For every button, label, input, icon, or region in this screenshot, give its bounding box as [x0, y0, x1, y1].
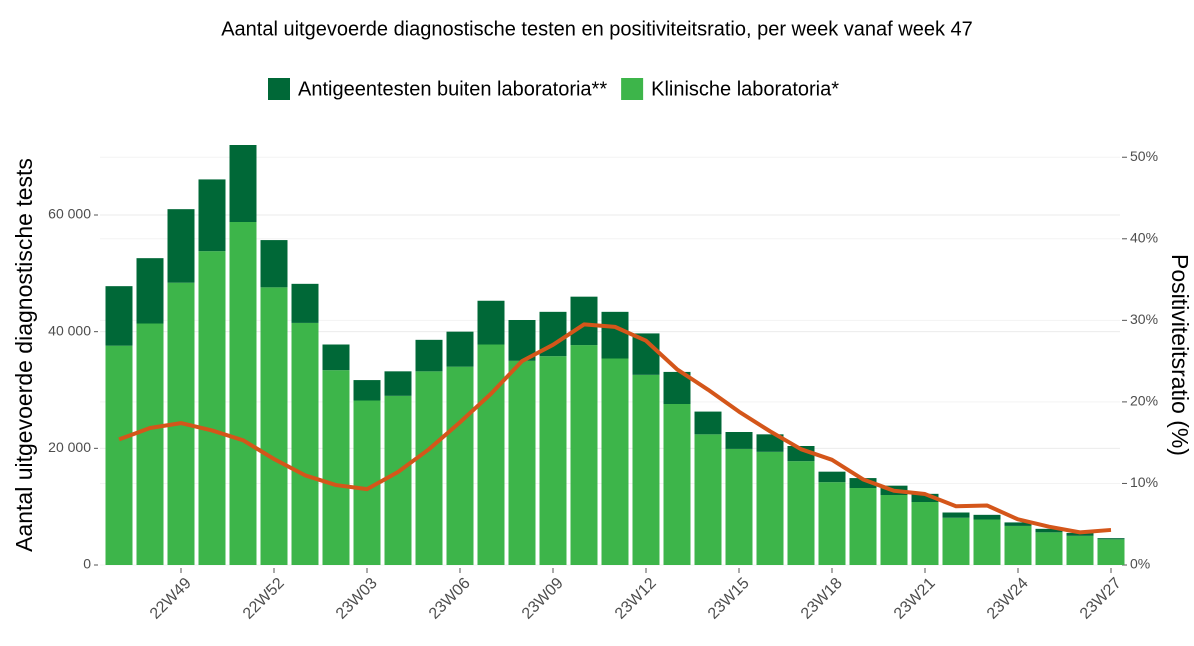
bar	[229, 222, 257, 565]
bar	[570, 345, 598, 565]
bar	[105, 345, 133, 565]
bar	[198, 251, 226, 565]
y-tick-label: 0	[83, 556, 91, 572]
bar	[477, 300, 505, 345]
bar	[260, 240, 288, 288]
y-tick-label: 40 000	[48, 322, 91, 338]
bar	[973, 514, 1001, 520]
bar	[1097, 539, 1125, 565]
x-tick-label: 22W52	[240, 575, 288, 623]
bar	[1097, 538, 1125, 540]
y2-tick-label: 30%	[1130, 311, 1158, 327]
bar	[694, 434, 722, 565]
bar	[973, 519, 1001, 565]
bar	[322, 344, 350, 371]
bar	[508, 320, 536, 361]
bar	[539, 356, 567, 565]
bar	[477, 344, 505, 565]
bar	[415, 371, 443, 565]
y2-tick-label: 50%	[1130, 148, 1158, 164]
bar	[1035, 528, 1063, 533]
legend-swatch	[621, 78, 644, 100]
bar	[260, 287, 288, 565]
bar	[632, 374, 660, 565]
bar	[601, 358, 629, 565]
bar	[694, 411, 722, 435]
bar	[1035, 532, 1063, 565]
bar	[849, 478, 877, 488]
bar	[229, 145, 257, 222]
bar	[818, 482, 846, 565]
bar	[291, 322, 319, 565]
x-tick-label: 23W18	[798, 575, 846, 623]
x-tick-label: 23W06	[426, 575, 474, 623]
bar	[911, 493, 939, 502]
y2-axis-title: Positiviteitsratio (%)	[1167, 254, 1193, 456]
bar	[415, 339, 443, 372]
bar	[136, 258, 164, 324]
bar	[787, 461, 815, 565]
legend-label: Klinische laboratoria*	[651, 78, 839, 100]
positivity-line	[118, 322, 1112, 535]
y2-tick-label: 20%	[1130, 393, 1158, 409]
x-tick-label: 23W12	[612, 575, 660, 623]
bar	[880, 495, 908, 565]
legend-label: Antigeentesten buiten laboratoria**	[298, 78, 607, 100]
y2-tick-label: 0%	[1130, 556, 1150, 572]
bar	[818, 471, 846, 483]
x-tick-label: 23W15	[705, 575, 753, 623]
bar	[725, 448, 753, 565]
bar	[198, 179, 226, 252]
bar	[384, 395, 412, 565]
bar	[508, 360, 536, 565]
bar	[570, 296, 598, 346]
bar	[1066, 535, 1094, 565]
y-tick-label: 20 000	[48, 439, 91, 455]
bar	[446, 331, 474, 367]
y-axis-title: Aantal uitgevoerde diagnostische tests	[11, 158, 37, 552]
bar	[756, 434, 784, 452]
bar	[136, 323, 164, 565]
bar	[942, 512, 970, 518]
bar	[1004, 525, 1032, 565]
bar	[1004, 522, 1032, 526]
bar	[849, 488, 877, 565]
bar	[384, 371, 412, 396]
legend-swatch	[268, 78, 290, 100]
x-tick-label: 23W21	[891, 575, 939, 623]
bar	[942, 517, 970, 565]
bar	[725, 432, 753, 449]
bar	[291, 283, 319, 323]
bar	[756, 451, 784, 565]
bar	[322, 370, 350, 565]
x-tick-label: 23W03	[333, 575, 381, 623]
bar	[911, 502, 939, 565]
bar	[353, 380, 381, 401]
x-tick-label: 23W09	[519, 575, 567, 623]
x-tick-label: 23W27	[1077, 575, 1125, 623]
y-tick-label: 60 000	[48, 206, 91, 222]
y2-tick-label: 40%	[1130, 229, 1158, 245]
x-tick-label: 22W49	[147, 575, 195, 623]
bar	[601, 311, 629, 359]
bar	[167, 209, 195, 283]
x-tick-label: 23W24	[984, 575, 1032, 623]
bar	[105, 286, 133, 346]
bar	[663, 404, 691, 565]
bar	[446, 366, 474, 565]
y2-tick-label: 10%	[1130, 474, 1158, 490]
chart-title: Aantal uitgevoerde diagnostische testen …	[221, 18, 973, 40]
